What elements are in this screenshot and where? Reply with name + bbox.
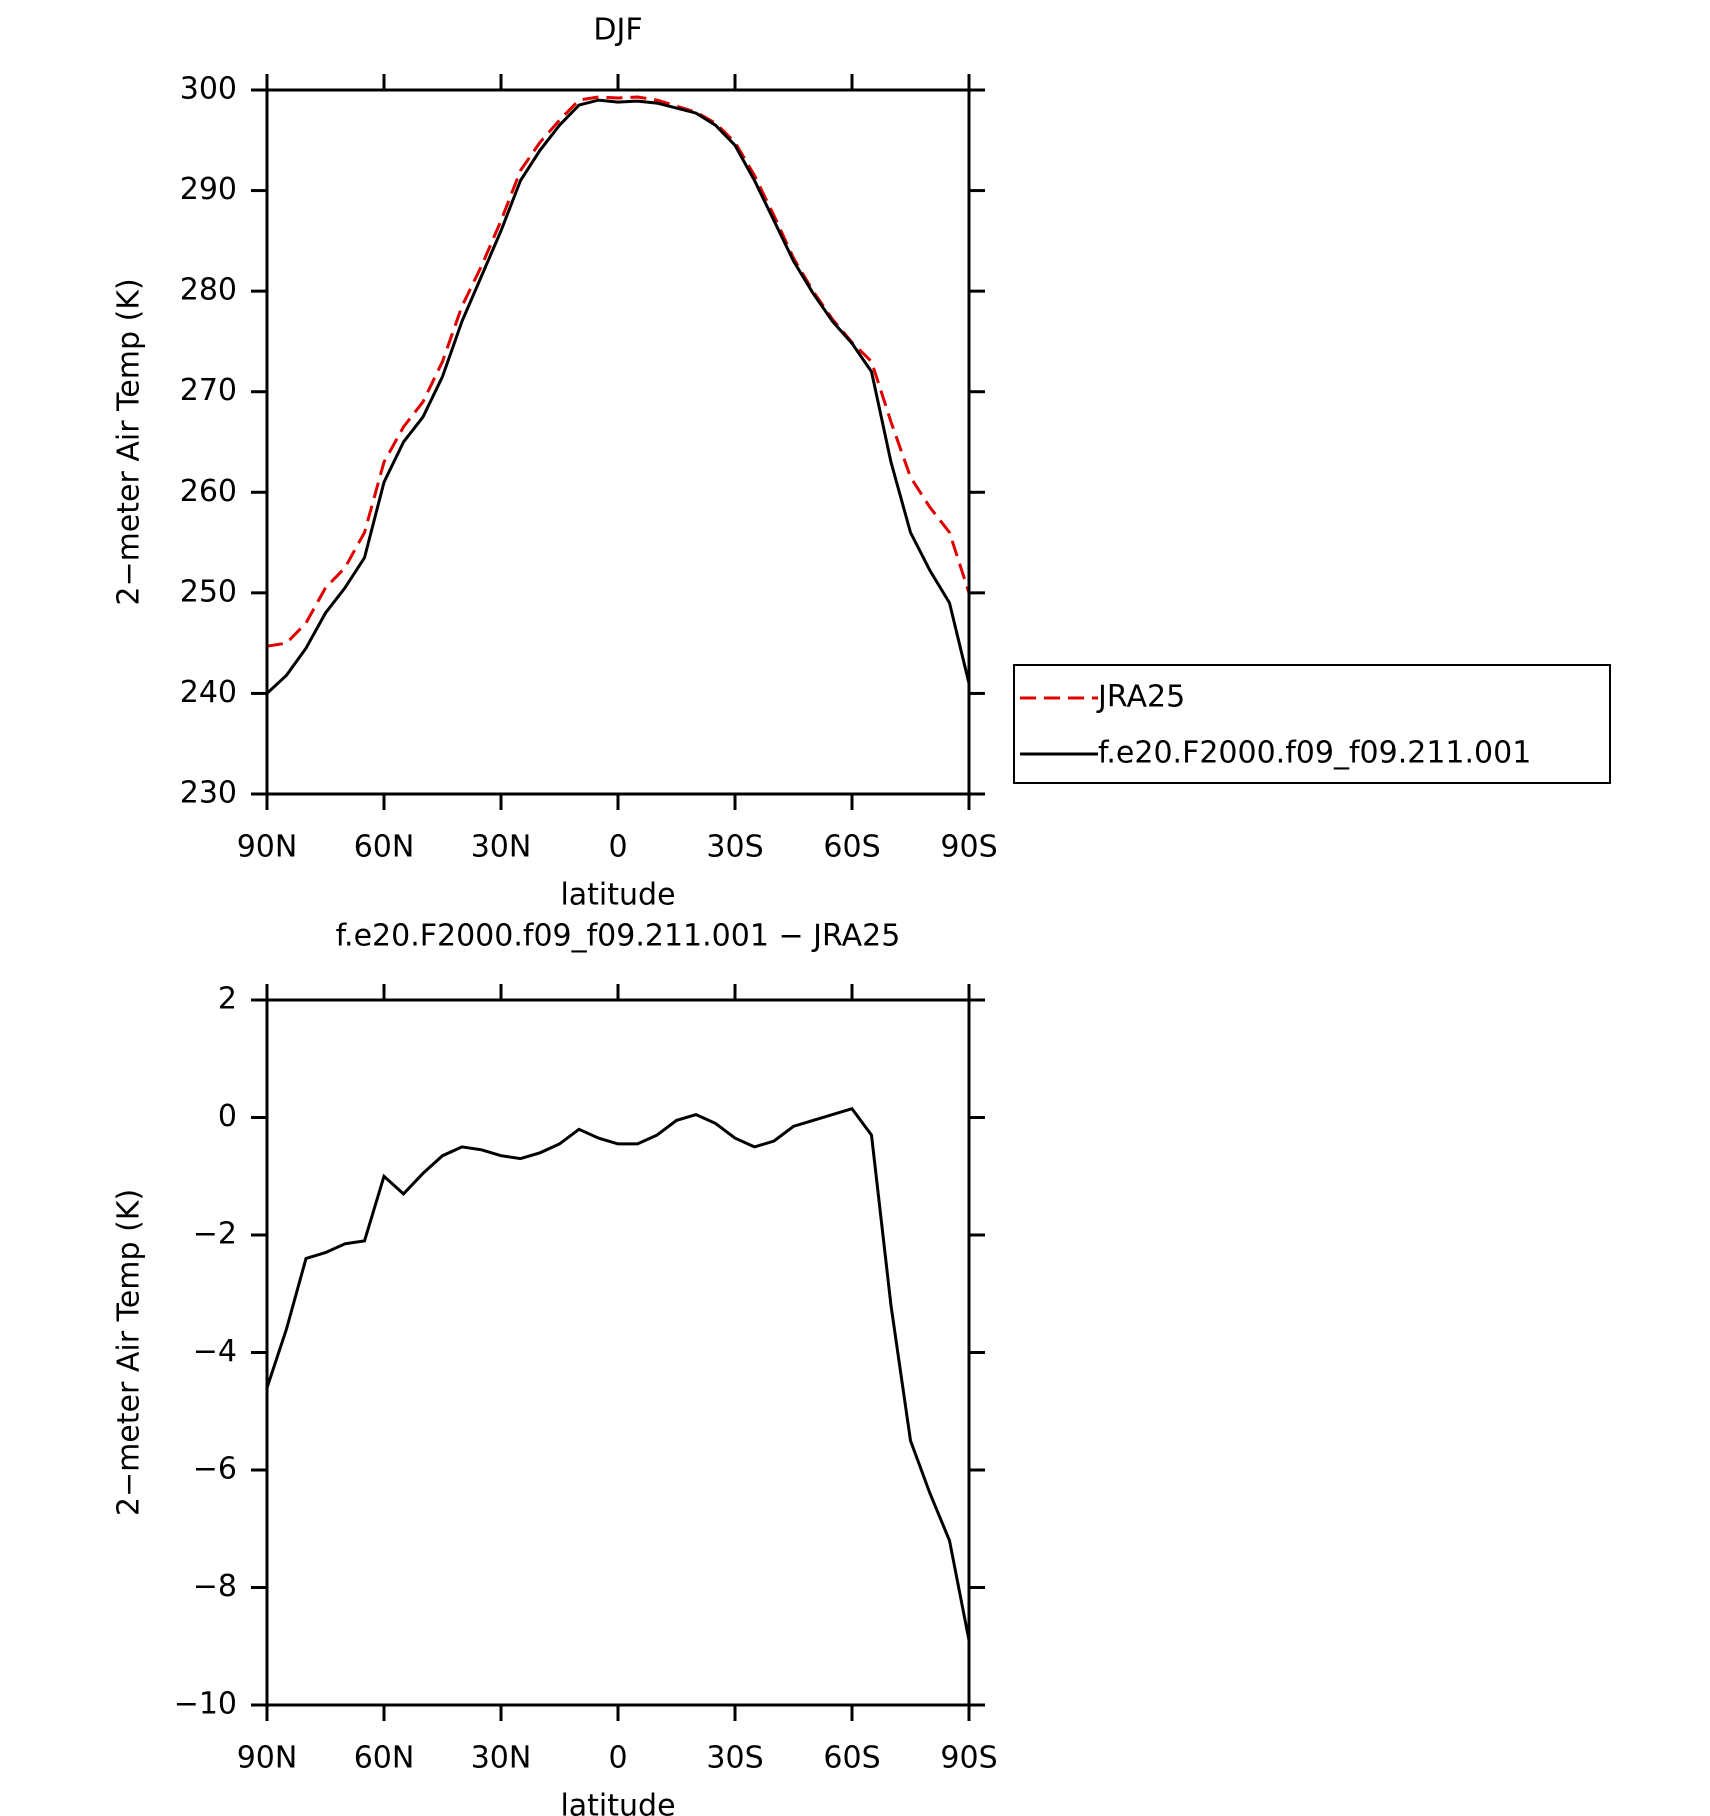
data-line: [266, 95, 971, 648]
plot-frame: [265, 998, 971, 1707]
y-tick-label: −10: [174, 1687, 237, 1722]
chart-title: f.e20.F2000.f09_f09.211.001 − JRA25: [336, 919, 901, 954]
x-tick-label: 60N: [354, 1741, 415, 1776]
x-axis-label: latitude: [560, 878, 675, 913]
y-axis-label: 2−meter Air Temp (K): [112, 278, 147, 605]
x-axis-label: latitude: [560, 1789, 675, 1816]
x-tick-label: 60N: [354, 830, 415, 865]
y-tick-label: 2: [218, 982, 237, 1017]
y-tick-label: 280: [180, 273, 237, 308]
legend-label: f.e20.F2000.f09_f09.211.001: [1098, 736, 1531, 771]
x-tick-label: 30N: [471, 830, 532, 865]
y-tick-label: 260: [180, 474, 237, 509]
y-tick-label: 230: [180, 776, 237, 811]
data-line: [265, 1106, 971, 1641]
y-tick-label: 250: [180, 574, 237, 609]
x-tick-label: 60S: [823, 830, 880, 865]
x-tick-label: 90N: [237, 830, 298, 865]
x-tick-label: 90S: [940, 830, 997, 865]
y-tick-label: −6: [193, 1452, 237, 1487]
y-tick-label: −4: [193, 1334, 237, 1369]
x-tick-label: 0: [608, 830, 627, 865]
chart-title: DJF: [593, 13, 642, 48]
x-tick-label: 90N: [237, 1741, 298, 1776]
y-tick-label: 0: [218, 1099, 237, 1134]
y-tick-label: 300: [180, 72, 237, 107]
x-tick-label: 30N: [471, 1741, 532, 1776]
data-line: [265, 98, 971, 695]
legend-label: JRA25: [1096, 680, 1185, 715]
y-axis-label: 2−meter Air Temp (K): [112, 1189, 147, 1516]
legend-box: [1013, 664, 1611, 784]
plot-frame: [265, 88, 971, 796]
y-tick-label: −8: [193, 1569, 237, 1604]
y-tick-label: −2: [193, 1217, 237, 1252]
x-tick-label: 90S: [940, 1741, 997, 1776]
x-tick-label: 0: [608, 1741, 627, 1776]
x-tick-label: 30S: [706, 830, 763, 865]
y-tick-label: 240: [180, 675, 237, 710]
y-tick-label: 270: [180, 373, 237, 408]
x-tick-label: 60S: [823, 1741, 880, 1776]
y-tick-label: 290: [180, 172, 237, 207]
x-tick-label: 30S: [706, 1741, 763, 1776]
